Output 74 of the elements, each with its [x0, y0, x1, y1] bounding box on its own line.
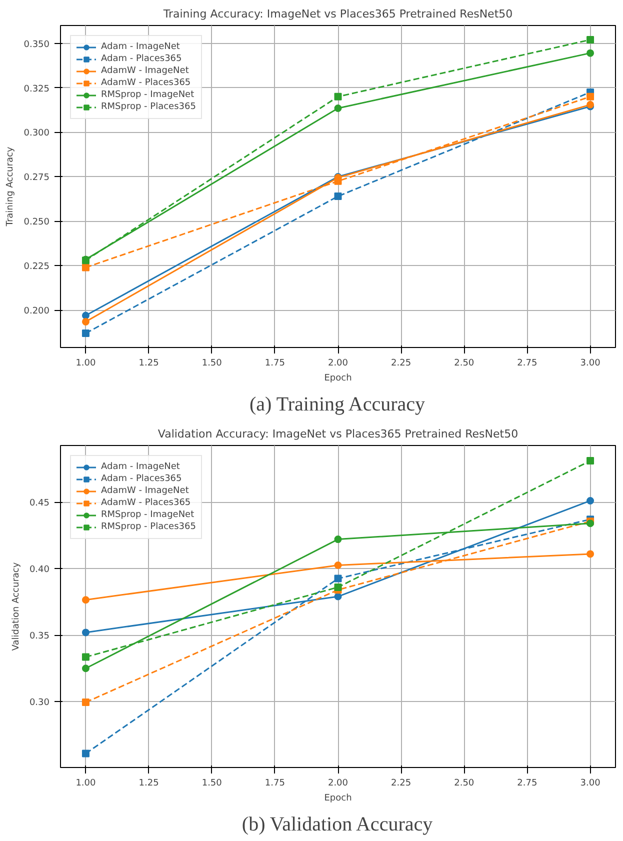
y-axis-title: Validation Accuracy: [11, 562, 22, 651]
x-tick-label: 3.00: [580, 778, 601, 788]
point: [334, 177, 342, 185]
y-tick-label: 0.325: [24, 84, 50, 94]
point: [586, 550, 594, 558]
y-tick-label: 0.250: [24, 218, 50, 228]
legend-label: AdamW - Places365: [101, 77, 191, 89]
x-tick-label: 1.00: [76, 358, 96, 368]
y-tick-label: 0.45: [29, 498, 50, 509]
x-tick-label: 2.00: [328, 778, 348, 788]
point: [82, 653, 90, 661]
x-tick-label: 2.25: [391, 778, 412, 788]
x-axis-title: Epoch: [324, 794, 352, 804]
x-tick-label: 2.75: [517, 778, 538, 788]
x-tick-label: 2.50: [454, 358, 474, 368]
x-tick-label: 1.50: [202, 778, 222, 788]
point: [586, 36, 594, 44]
y-tick-label: 0.35: [29, 632, 50, 642]
legend-label: AdamW - ImageNet: [101, 65, 189, 77]
point: [334, 192, 342, 200]
point: [82, 628, 90, 636]
legend-label: AdamW - Places365: [101, 497, 191, 509]
text: (a) Training Accuracy: [250, 394, 426, 416]
legend-label: RMSprop - ImageNet: [101, 89, 194, 101]
legend-label: RMSprop - Places365: [101, 521, 196, 533]
x-tick-label: 2.50: [454, 778, 474, 788]
point: [82, 318, 90, 326]
y-tick-label: 0.275: [24, 173, 50, 184]
point: [82, 330, 90, 338]
point: [82, 264, 90, 272]
x-tick-label: 3.00: [580, 358, 601, 368]
point: [334, 592, 342, 600]
x-tick-label: 1.75: [264, 778, 285, 788]
text: (b) Validation Accuracy: [242, 814, 433, 836]
x-tick-label: 1.50: [202, 358, 222, 368]
point: [334, 574, 342, 582]
y-tick-label: 0.300: [24, 128, 50, 139]
y-tick-label: 0.30: [29, 698, 50, 708]
point: [82, 312, 90, 320]
point: [586, 49, 594, 57]
chart-title: Validation Accuracy: ImageNet vs Places365 Pretrained ResNet50: [158, 428, 518, 440]
y-tick-label: 0.200: [24, 306, 50, 317]
x-tick-label: 1.00: [76, 778, 96, 788]
point: [586, 457, 594, 465]
legend-label: Adam - ImageNet: [101, 461, 180, 473]
x-tick-label: 2.25: [391, 358, 412, 368]
point: [586, 496, 594, 504]
point: [334, 562, 342, 569]
chart-title: Training Accuracy: ImageNet vs Places365 Pretrained ResNet50: [162, 8, 513, 20]
legend-label: Adam - Places365: [101, 53, 182, 65]
x-tick-label: 2.00: [328, 358, 348, 368]
x-axis-title: Epoch: [324, 374, 352, 384]
legend-label: RMSprop - ImageNet: [101, 509, 194, 521]
y-tick-label: 0.350: [24, 40, 50, 50]
x-tick-label: 2.75: [517, 358, 538, 368]
y-axis-title: Training Accuracy: [6, 146, 16, 228]
point: [334, 92, 342, 100]
point: [82, 698, 90, 706]
legend-label: RMSprop - Places365: [101, 101, 196, 113]
point: [586, 92, 594, 100]
point: [334, 104, 342, 112]
point: [82, 664, 90, 672]
legend-label: AdamW - ImageNet: [101, 485, 189, 497]
y-tick-label: 0.225: [24, 262, 50, 272]
point: [82, 750, 90, 758]
x-tick-label: 1.25: [138, 778, 159, 788]
legend-label: Adam - Places365: [101, 473, 182, 485]
point: [82, 596, 90, 604]
point: [334, 583, 342, 591]
x-tick-label: 1.25: [138, 358, 159, 368]
y-tick-label: 0.40: [29, 565, 50, 576]
x-tick-label: 1.75: [264, 358, 285, 368]
legend-label: Adam - ImageNet: [101, 41, 180, 53]
point: [334, 536, 342, 544]
